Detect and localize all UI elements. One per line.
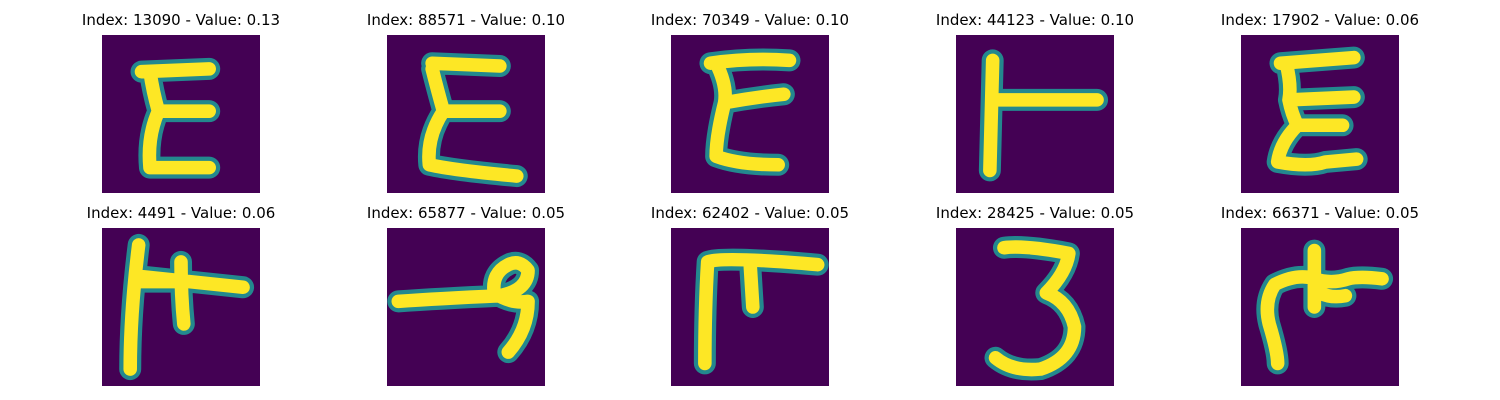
glyph-halo <box>1256 239 1394 375</box>
sample-image: E-shape (sample 70349) <box>671 35 829 193</box>
sample-panel: Index: 44123 - Value: 0.10 T-shape (sampl… <box>936 11 1134 193</box>
sample-image: T-shape (sample 44123) <box>956 35 1114 193</box>
sample-image: E-shape (sample 88571) <box>387 35 545 193</box>
sample-image: E-shape (sample 13090) <box>102 35 260 193</box>
sample-panel: Index: 4491 - Value: 0.06 double-cross sh… <box>87 204 275 386</box>
glyph-stroke <box>988 240 1082 377</box>
sample-image: digit 3 (sample 28425) <box>956 228 1114 386</box>
glyph-stroke <box>1260 243 1389 371</box>
glyph-stroke <box>422 56 524 183</box>
sample-panel: Index: 65877 - Value: 0.05 looped shape (… <box>367 204 565 386</box>
glyph-halo <box>693 248 829 375</box>
panel-caption: Index: 70349 - Value: 0.10 <box>650 11 850 29</box>
sample-image: F-shape (sample 62402) <box>671 228 829 386</box>
sample-panel: Index: 13090 - Value: 0.13 E-shape (sampl… <box>82 11 280 193</box>
sample-panel: Index: 70349 - Value: 0.10 E-shape (sampl… <box>651 11 849 193</box>
sample-panel: Index: 88571 - Value: 0.10 E-shape (sampl… <box>367 11 565 193</box>
panel-caption: Index: 4491 - Value: 0.06 <box>86 204 276 222</box>
panel-caption: Index: 44123 - Value: 0.10 <box>935 11 1135 29</box>
sample-image: double-cross shape (sample 4491) <box>102 228 260 386</box>
glyph-stroke <box>983 53 1104 178</box>
sample-panel: Index: 28425 - Value: 0.05 digit 3 (sampl… <box>936 204 1134 386</box>
glyph-halo <box>978 49 1109 182</box>
panel-caption: Index: 62402 - Value: 0.05 <box>650 204 850 222</box>
panel-caption: Index: 17902 - Value: 0.06 <box>1220 11 1420 29</box>
panel-caption: Index: 28425 - Value: 0.05 <box>935 204 1135 222</box>
glyph-stroke <box>391 256 535 359</box>
sample-panel: Index: 62402 - Value: 0.05 F-shape (sampl… <box>651 204 849 386</box>
sample-panel: Index: 17902 - Value: 0.06 E-shape (sampl… <box>1221 11 1419 193</box>
glyph-stroke <box>703 52 797 172</box>
glyph-halo <box>387 251 540 364</box>
glyph-stroke <box>134 62 216 175</box>
panel-caption: Index: 65877 - Value: 0.05 <box>366 204 566 222</box>
glyph-stroke <box>1270 50 1364 172</box>
panel-caption: Index: 66371 - Value: 0.05 <box>1220 204 1420 222</box>
sample-image: E-shape (sample 17902) <box>1241 35 1399 193</box>
sample-image: looped shape (sample 65877) <box>387 228 545 386</box>
glyph-stroke <box>698 252 825 371</box>
glyph-stroke <box>123 238 250 376</box>
panel-caption: Index: 88571 - Value: 0.10 <box>366 11 566 29</box>
sample-image: blob-cross shape (sample 66371) <box>1241 228 1399 386</box>
panel-caption: Index: 13090 - Value: 0.13 <box>81 11 281 29</box>
sample-panel: Index: 66371 - Value: 0.05 blob-cross sha… <box>1221 204 1419 386</box>
